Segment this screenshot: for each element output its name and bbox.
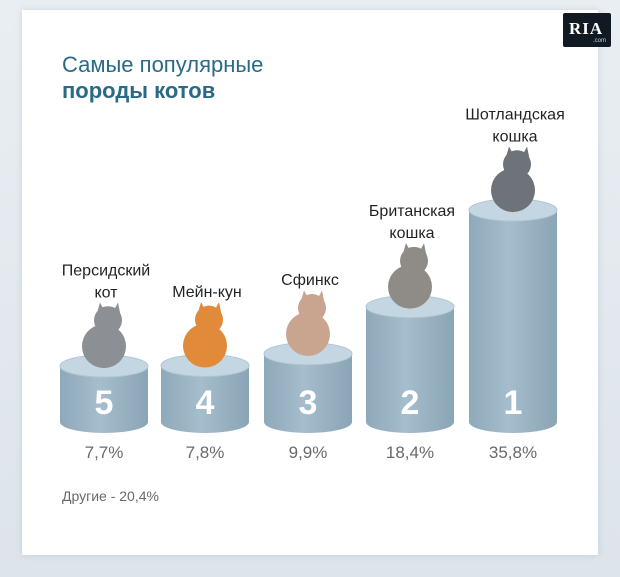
- rank-number-4: 4: [196, 384, 215, 422]
- category-label-4-line1: Мейн-кун: [172, 284, 242, 301]
- bar-4: [161, 365, 249, 433]
- rank-number-3: 3: [299, 384, 318, 422]
- bar-2: [366, 306, 454, 433]
- category-label-5-line1: Персидский: [62, 262, 150, 279]
- bar-1: [469, 210, 557, 433]
- category-label-1-line1: Шотландская: [465, 106, 565, 123]
- category-label-3-line1: Сфинкс: [281, 272, 339, 289]
- rank-number-1: 1: [504, 384, 523, 422]
- value-label-2: 18,4%: [386, 443, 434, 462]
- bar-3: [264, 353, 352, 433]
- rank-number-5: 5: [95, 384, 114, 422]
- logo-subtext: .com: [592, 38, 606, 44]
- rank-number-2: 2: [401, 384, 420, 422]
- cat-illustration-1: [491, 146, 535, 213]
- others-footnote: Другие - 20,4%: [62, 488, 159, 504]
- logo-text: RIA: [569, 19, 604, 38]
- cat-illustration-2: [388, 243, 432, 309]
- value-label-3: 9,9%: [289, 443, 328, 462]
- cat-illustration-5: [82, 302, 126, 369]
- category-label-2-line1: Британская: [369, 203, 455, 220]
- category-label-5-line2: кот: [94, 284, 118, 301]
- category-label-2-line2: кошка: [389, 225, 434, 242]
- category-label-1-line2: кошка: [492, 128, 537, 145]
- bar-5: [60, 366, 148, 433]
- chart-title-line1: Самые популярные: [62, 52, 264, 77]
- cat-illustration-3: [286, 290, 330, 356]
- value-label-1: 35,8%: [489, 443, 537, 462]
- ria-logo: RIA .com: [563, 13, 611, 47]
- chart-title-line2: породы котов: [62, 78, 216, 103]
- value-label-5: 7,7%: [85, 443, 124, 462]
- value-label-4: 7,8%: [186, 443, 225, 462]
- cat-illustration-4: [183, 302, 227, 368]
